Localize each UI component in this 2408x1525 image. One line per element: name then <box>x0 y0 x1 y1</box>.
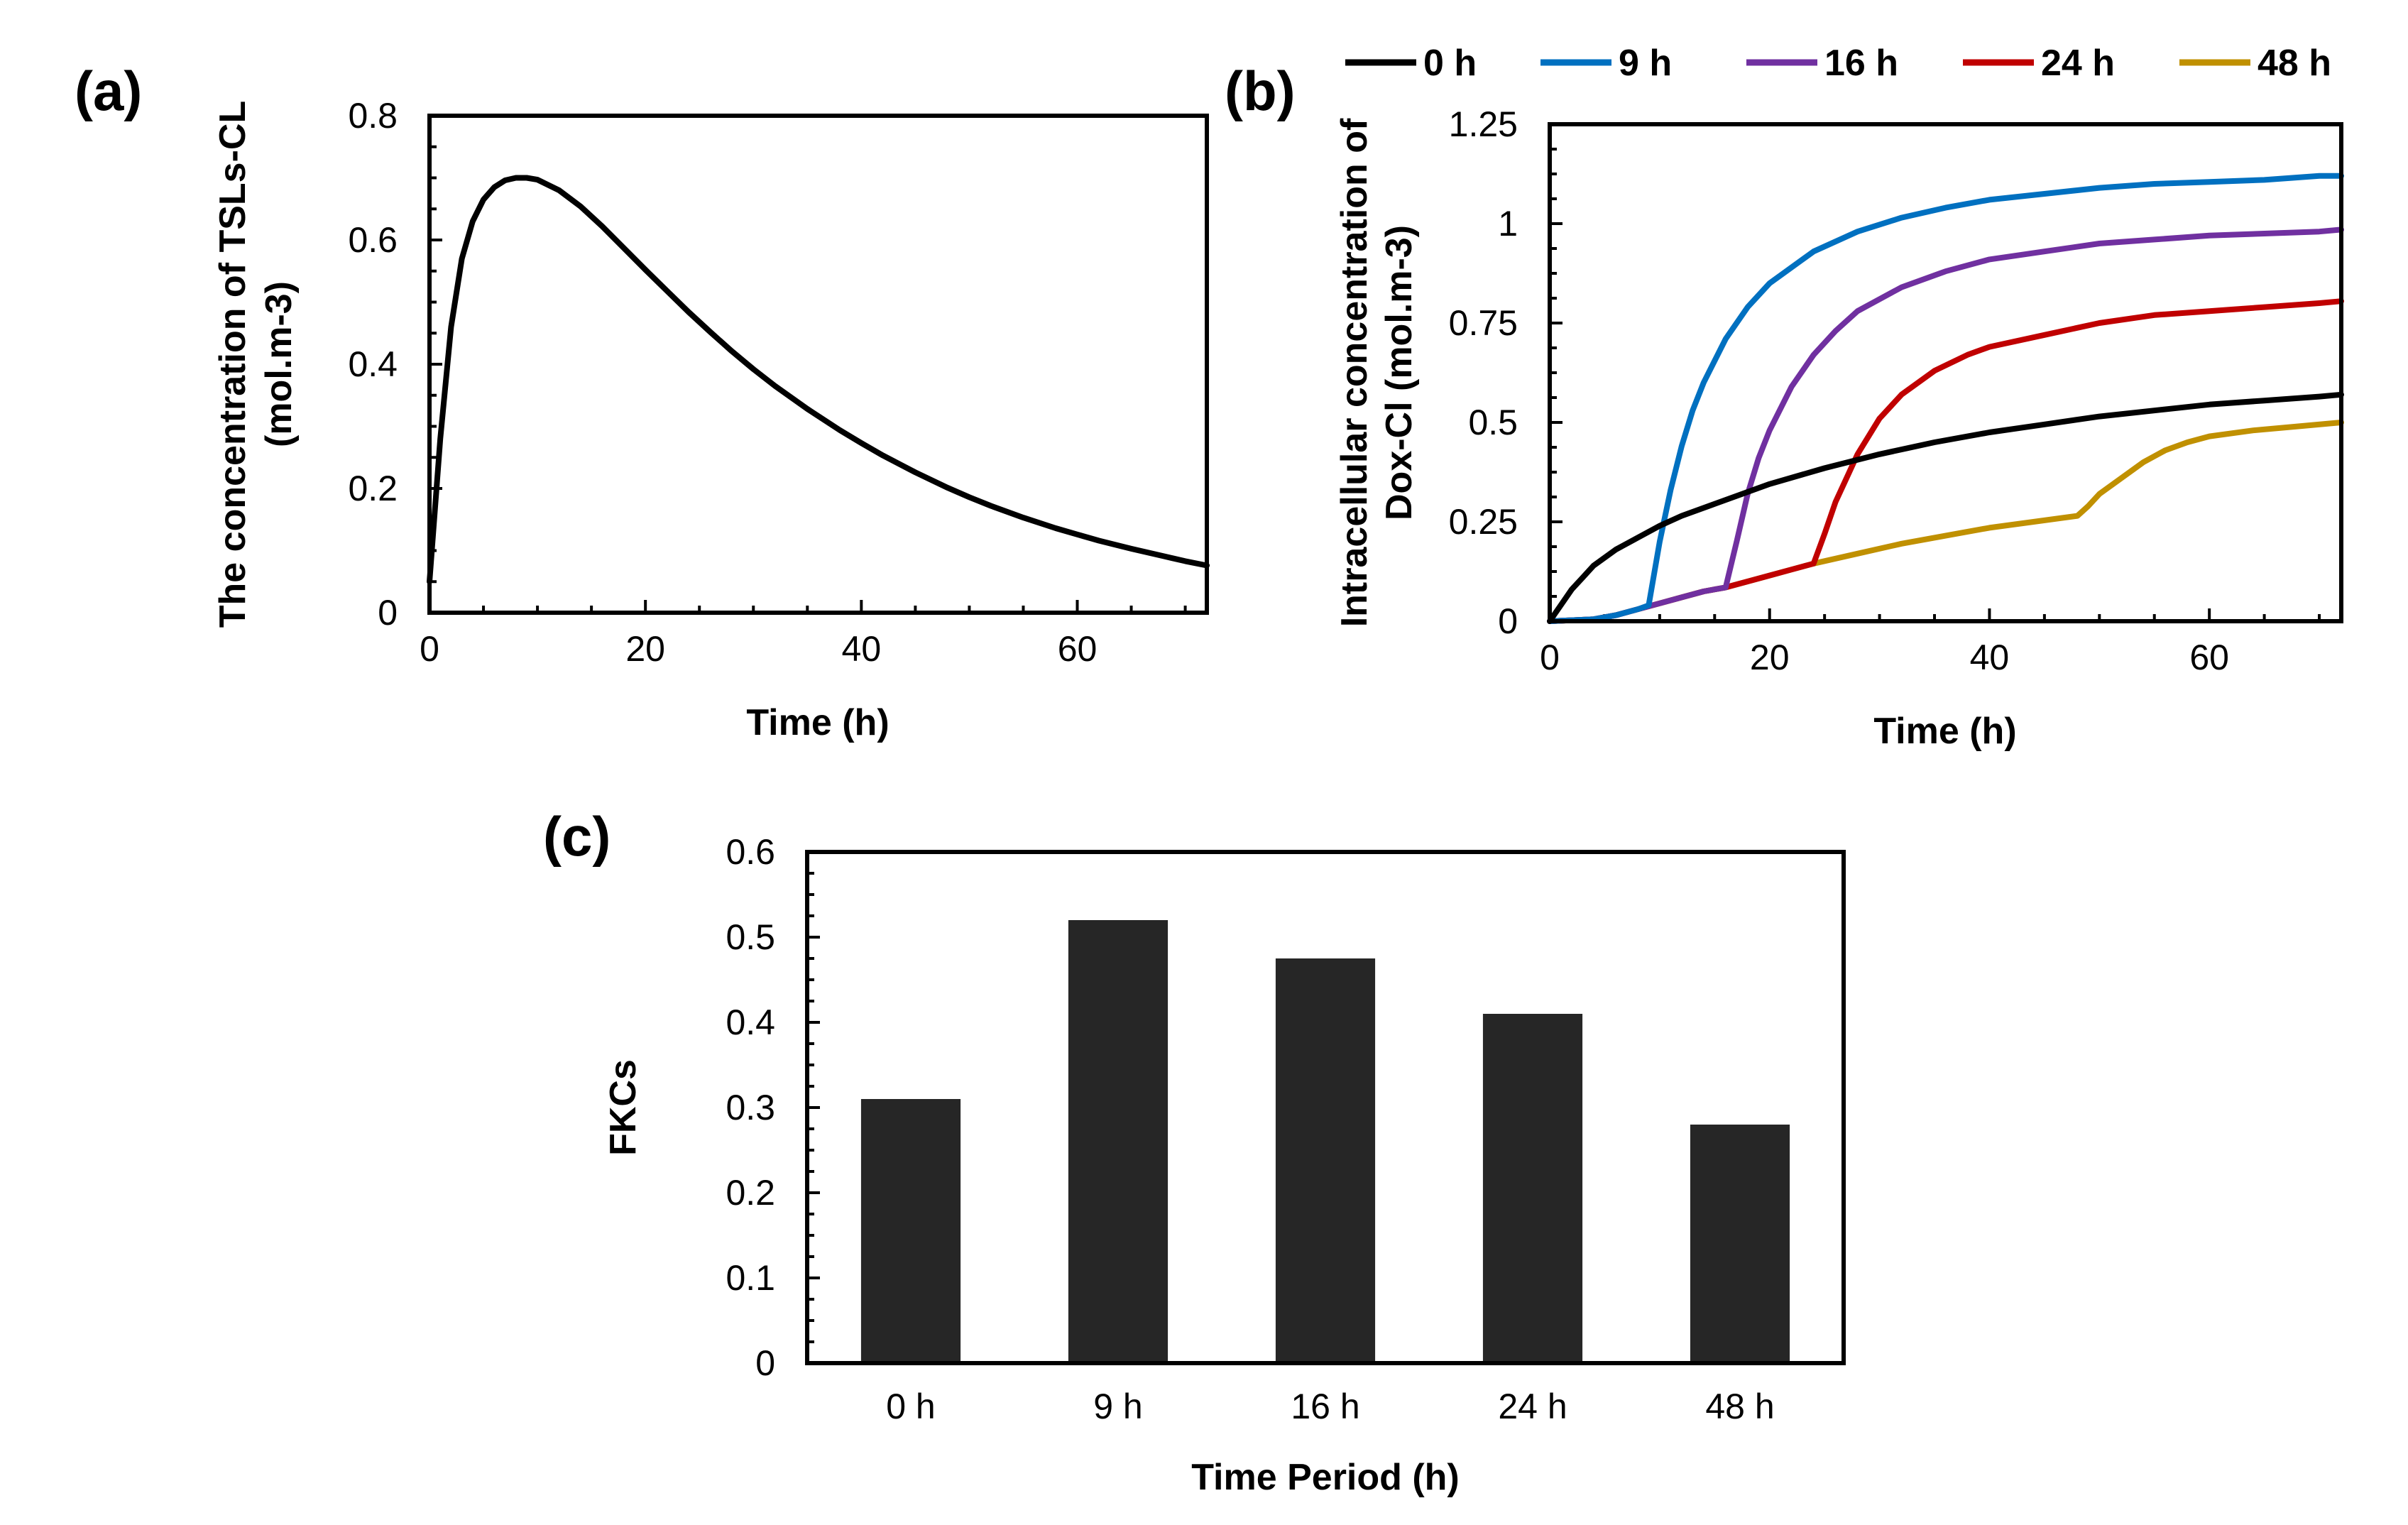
panel-b-x-axis-title: Time (h) <box>1873 711 2016 752</box>
a-y-tick-label: 0 <box>378 593 398 633</box>
panel-b-legend: 0 h 9 h 16 h 24 h 48 h <box>1345 43 2331 84</box>
panel-b-plot-frame <box>1548 122 2343 623</box>
legend-label-48h: 48 h <box>2258 43 2331 84</box>
panel-a-y-axis-title-line2: (mol.m-3) <box>258 281 300 447</box>
b-series-line-24h <box>1547 298 2344 624</box>
panel-b-y-tick-labels: 0 0.25 0.5 0.75 1 1.25 <box>1449 104 1518 641</box>
c-y-tick-label: 0.4 <box>726 1002 775 1042</box>
legend-label-0h: 0 h <box>1423 43 1477 84</box>
panel-a: (a) 0 20 40 60 0 0.2 0.4 0.6 0.8 Time (h) The c… <box>75 60 1210 743</box>
b-series-line-0h <box>1547 391 2344 624</box>
bar-48h <box>1690 1125 1790 1363</box>
b-y-tick-label: 0 <box>1498 601 1518 641</box>
b-y-tick-label: 0.5 <box>1468 403 1518 442</box>
b-x-tick-label: 20 <box>1750 638 1790 677</box>
c-y-tick-label: 0.5 <box>726 917 775 957</box>
c-y-tick-label: 0.3 <box>726 1088 775 1127</box>
a-x-tick-label: 20 <box>625 629 665 669</box>
a-y-tick-label: 0.2 <box>348 469 398 508</box>
bar-16h <box>1275 958 1376 1363</box>
bar-9h <box>1068 920 1169 1363</box>
legend-label-16h: 16 h <box>1824 43 1898 84</box>
c-y-tick-label: 0.1 <box>726 1258 775 1298</box>
a-series-line-TSLs-CL <box>427 175 1210 585</box>
c-y-tick-label: 0 <box>755 1343 775 1383</box>
legend-label-9h: 9 h <box>1619 43 1672 84</box>
b-y-tick-label: 1.25 <box>1449 104 1518 144</box>
panel-b-x-tick-labels: 0 20 40 60 <box>1540 638 2229 677</box>
b-y-tick-label: 0.75 <box>1449 303 1518 343</box>
panel-b-series <box>1547 173 2344 624</box>
b-x-tick-label: 60 <box>2189 638 2229 677</box>
panel-c-label: (c) <box>543 805 611 868</box>
c-x-tick-label: 9 h <box>1093 1387 1143 1426</box>
b-x-tick-label: 40 <box>1970 638 2010 677</box>
c-y-tick-label: 0.2 <box>726 1173 775 1213</box>
panel-b-label: (b) <box>1225 60 1296 122</box>
panel-a-label: (a) <box>75 60 142 122</box>
a-x-tick-label: 40 <box>842 629 882 669</box>
panel-a-x-axis-title: Time (h) <box>746 702 889 743</box>
a-x-tick-label: 60 <box>1058 629 1098 669</box>
panel-a-plot-frame <box>427 114 1209 615</box>
a-y-tick-label: 0.4 <box>348 344 398 384</box>
a-y-tick-label: 0.8 <box>348 96 398 136</box>
c-x-tick-label: 24 h <box>1498 1387 1567 1426</box>
panel-c-x-axis-title: Time Period (h) <box>1191 1457 1460 1498</box>
panel-c-x-tick-labels: 0 h 9 h 16 h 24 h 48 h <box>886 1387 1774 1426</box>
a-x-tick-label: 0 <box>420 629 439 669</box>
c-x-tick-label: 16 h <box>1291 1387 1359 1426</box>
b-series-line-16h <box>1547 226 2344 624</box>
panel-b-y-axis-title-line2: Dox-Cl (mol.m-3) <box>1379 225 1420 520</box>
bar-24h <box>1482 1014 1583 1363</box>
c-y-tick-label: 0.6 <box>726 832 775 872</box>
legend-label-24h: 24 h <box>2041 43 2115 84</box>
bar-0h <box>860 1099 961 1363</box>
panel-c-bars <box>860 920 1790 1363</box>
panel-b-y-axis-title-line1: Intracellular concentration of <box>1334 118 1375 627</box>
c-x-tick-label: 48 h <box>1705 1387 1774 1426</box>
panel-a-x-tick-labels: 0 20 40 60 <box>420 629 1097 669</box>
b-y-tick-label: 0.25 <box>1449 502 1518 542</box>
a-y-tick-label: 0.6 <box>348 220 398 260</box>
panel-a-ticks <box>428 114 1187 614</box>
c-x-tick-label: 0 h <box>886 1387 936 1426</box>
panel-a-y-tick-labels: 0 0.2 0.4 0.6 0.8 <box>348 96 398 633</box>
panel-c-y-tick-labels: 0 0.1 0.2 0.3 0.4 0.5 0.6 <box>726 832 775 1383</box>
b-series-line-9h <box>1547 173 2344 624</box>
b-y-tick-label: 1 <box>1498 204 1518 244</box>
panel-a-y-axis-title-line1: The concentration of TSLs-CL <box>212 101 253 628</box>
panel-c-plot-frame <box>805 850 1846 1365</box>
panel-c-y-axis-title: FKCs <box>603 1059 644 1156</box>
panel-a-series <box>427 175 1210 585</box>
b-x-tick-label: 0 <box>1540 638 1560 677</box>
